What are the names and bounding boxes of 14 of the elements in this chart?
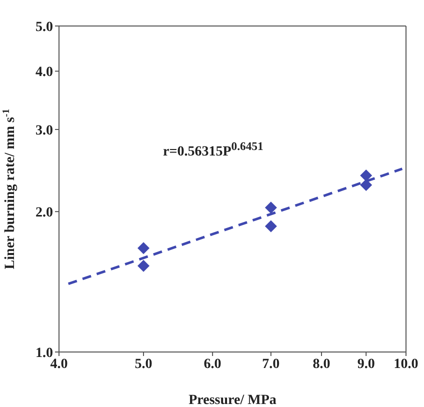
x-tick-label: 4.0 xyxy=(50,356,68,372)
x-tick-label: 10.0 xyxy=(394,356,418,372)
y-tick-label: 3.0 xyxy=(36,123,53,138)
x-tick-label: 8.0 xyxy=(312,356,330,372)
x-tick-label: 7.0 xyxy=(262,356,280,372)
y-tick-label: 1.0 xyxy=(36,346,53,361)
x-axis-title: Pressure/ MPa xyxy=(188,393,276,407)
x-tick-label: 6.0 xyxy=(204,356,222,372)
x-tick-label: 9.0 xyxy=(357,356,375,372)
annotation: r=0.56315P$^{0.6451}$ xyxy=(163,140,264,161)
y-tick-label: 2.0 xyxy=(36,206,53,221)
x-tick-label: 5.0 xyxy=(134,356,152,372)
y-tick-label: 4.0 xyxy=(36,65,53,80)
y-tick-label: 5.0 xyxy=(36,20,53,35)
